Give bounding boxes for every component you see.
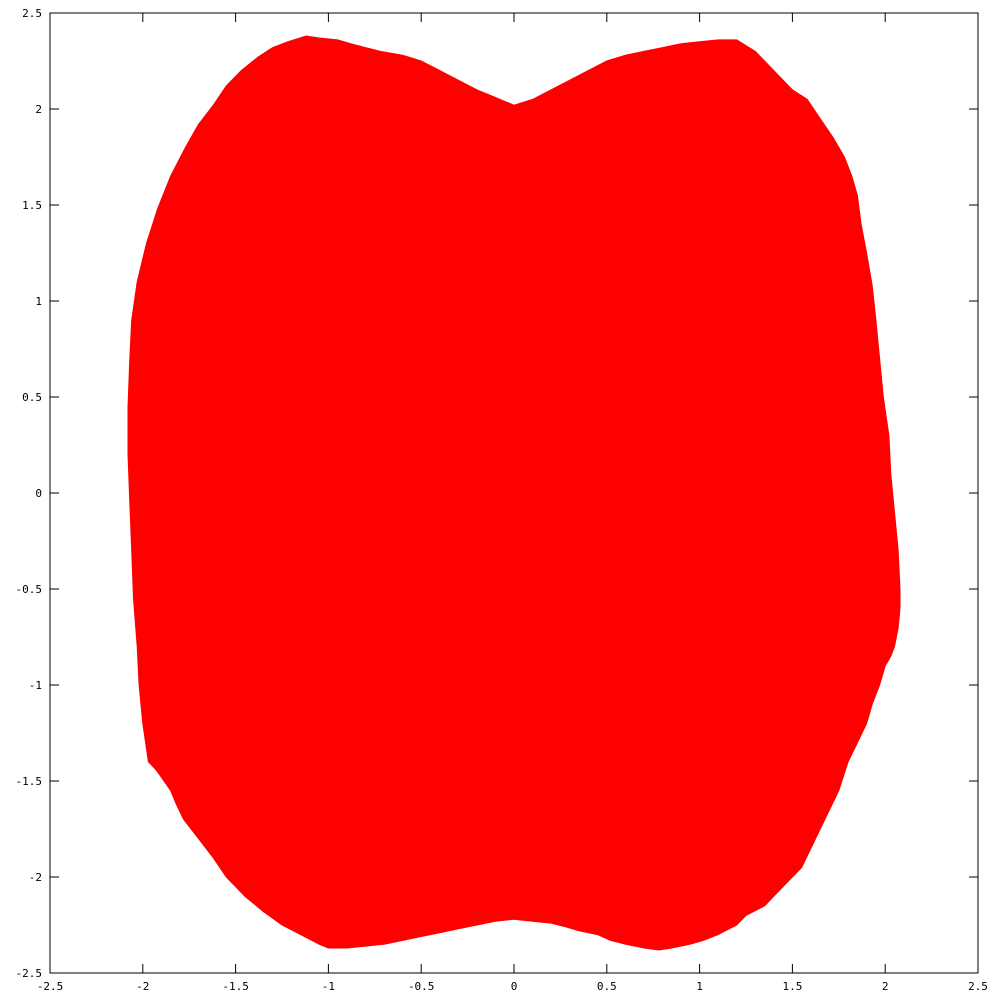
y-tick-label: 1.5 — [22, 199, 42, 212]
y-tick-label: 2 — [35, 103, 42, 116]
y-tick-label: 0.5 — [22, 391, 42, 404]
y-tick-label: 1 — [35, 295, 42, 308]
x-tick-label: -0.5 — [408, 980, 435, 993]
filled-region-layer — [127, 35, 901, 951]
y-tick-label: 0 — [35, 487, 42, 500]
x-tick-label: -2 — [136, 980, 149, 993]
x-tick-label: 0.5 — [597, 980, 617, 993]
x-tick-label: 1.5 — [782, 980, 802, 993]
y-tick-label: -1 — [29, 679, 42, 692]
y-tick-label: 2.5 — [22, 7, 42, 20]
x-tick-label: 1 — [696, 980, 703, 993]
x-tick-label: 2 — [882, 980, 889, 993]
x-tick-label: -1.5 — [222, 980, 249, 993]
y-tick-label: -2 — [29, 871, 42, 884]
y-tick-label: -0.5 — [16, 583, 43, 596]
filled-region-0 — [127, 35, 901, 951]
y-tick-label: -1.5 — [16, 775, 43, 788]
tick-marks-layer — [49, 12, 979, 974]
tick-labels-layer: -2.5 -2 -1.5 -1 -0.5 0 0.5 1 1.5 2 2.5 -2.5 -2 -1.5 -1… — [16, 7, 988, 993]
y-tick-label: -2.5 — [16, 967, 43, 980]
x-tick-label: -1 — [322, 980, 335, 993]
x-tick-label: 0 — [511, 980, 518, 993]
x-tick-label: -2.5 — [37, 980, 64, 993]
x-tick-label: 2.5 — [968, 980, 988, 993]
